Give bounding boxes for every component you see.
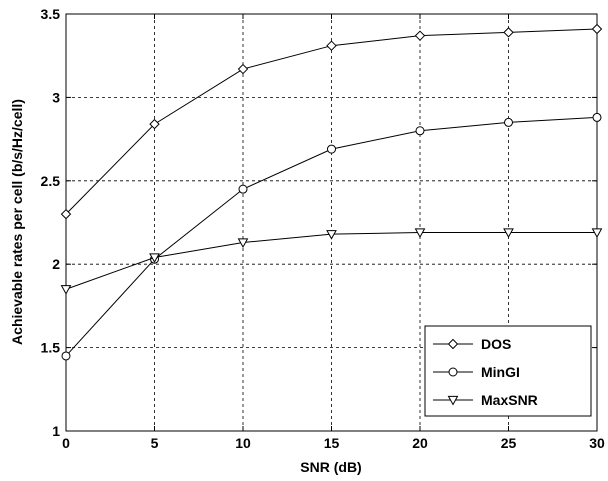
- legend-marker: [447, 395, 459, 406]
- x-axis-title: SNR (dB): [300, 459, 361, 475]
- series-dos: [60, 23, 603, 220]
- data-point: [149, 253, 160, 264]
- data-point: [61, 351, 71, 361]
- data-point: [237, 238, 249, 249]
- series-layer: [60, 23, 603, 361]
- legend-label: MaxSNR: [481, 392, 538, 408]
- axis-ticks: 0 5 10 15 20 25 30 1 1.5 2 2.5 3 3.5: [41, 6, 605, 451]
- data-point: [60, 285, 72, 295]
- y-tick-label: 2.5: [41, 173, 61, 189]
- data-point: [327, 144, 336, 154]
- legend-marker: [447, 338, 459, 350]
- data-point: [591, 23, 603, 35]
- series-maxsnr: [60, 228, 603, 295]
- x-tick-label: 10: [235, 435, 251, 451]
- data-point: [60, 208, 72, 220]
- y-tick-label: 2: [52, 256, 60, 272]
- x-tick-label: 20: [412, 435, 428, 451]
- data-point: [326, 230, 337, 240]
- x-tick-label: 30: [589, 435, 605, 451]
- data-point: [592, 112, 602, 122]
- x-tick-label: 0: [62, 435, 70, 451]
- y-tick-label: 1: [52, 423, 60, 439]
- legend-label: DOS: [481, 336, 511, 352]
- legend-marker: [448, 367, 458, 377]
- grid-lines: [66, 14, 597, 431]
- legend-label: MinGI: [481, 364, 520, 380]
- data-point: [149, 118, 160, 130]
- data-point: [237, 63, 249, 75]
- data-point: [238, 184, 248, 194]
- y-tick-label: 3.5: [41, 6, 61, 22]
- data-point: [591, 228, 603, 239]
- x-tick-label: 25: [501, 435, 517, 451]
- data-point: [414, 30, 426, 41]
- data-point: [414, 228, 426, 239]
- data-point: [503, 228, 514, 239]
- data-point: [503, 27, 514, 38]
- y-axis-title: Achievable rates per cell (b/s/Hz/cell): [9, 99, 25, 345]
- data-point: [415, 126, 425, 136]
- legend: DOS MinGI MaxSNR: [424, 325, 592, 417]
- x-tick-label: 5: [151, 435, 159, 451]
- data-point: [504, 117, 513, 127]
- x-tick-label: 15: [324, 435, 340, 451]
- data-point: [326, 40, 337, 51]
- y-tick-label: 1.5: [41, 340, 61, 356]
- y-tick-label: 3: [52, 89, 60, 105]
